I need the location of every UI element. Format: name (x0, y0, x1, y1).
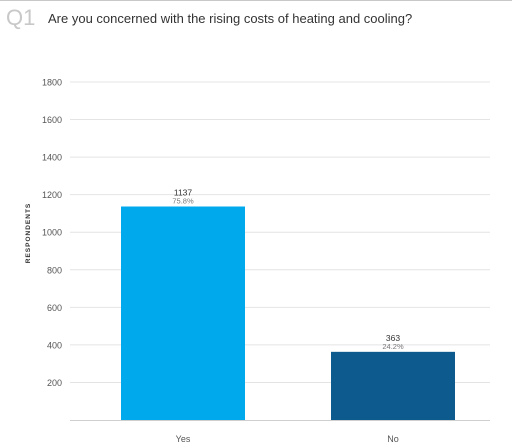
y-tick-label: 1800 (42, 78, 62, 88)
y-tick-label: 1000 (42, 228, 62, 238)
bar-yes (121, 206, 245, 420)
y-axis-label: RESPONDENTS (25, 203, 32, 263)
bar-no (331, 351, 455, 420)
bars (121, 206, 455, 420)
y-tick-label: 1400 (42, 153, 62, 163)
x-tick-label: Yes (176, 434, 191, 444)
question-number: Q1 (6, 5, 36, 30)
data-label-percent: 75.8% (172, 196, 194, 205)
y-tick-label: 1200 (42, 190, 62, 200)
data-label-value: 363 (386, 333, 400, 343)
y-axis-ticks: 200 400 600 800 1000 1200 1400 1600 1800 (42, 78, 62, 388)
y-tick-label: 400 (47, 340, 62, 350)
question-text: Are you concerned with the rising costs … (48, 11, 413, 26)
y-tick-label: 600 (47, 303, 62, 313)
y-tick-label: 800 (47, 265, 62, 275)
y-tick-label: 1600 (42, 115, 62, 125)
x-axis-ticks: Yes No (176, 434, 399, 444)
data-label-percent: 24.2% (382, 342, 404, 351)
data-label-value: 1137 (174, 187, 193, 197)
x-tick-label: No (387, 434, 399, 444)
y-tick-label: 200 (47, 378, 62, 388)
